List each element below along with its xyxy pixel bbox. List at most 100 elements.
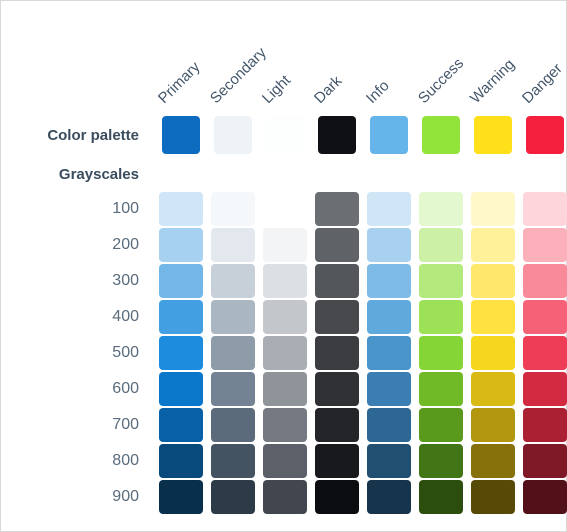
swatch <box>422 116 460 154</box>
scale-swatch-light-200 <box>261 227 309 263</box>
swatch <box>471 408 515 442</box>
swatch <box>370 116 408 154</box>
swatch <box>419 336 463 370</box>
scale-swatch-light-400 <box>261 299 309 335</box>
swatch <box>471 264 515 298</box>
column-header-label: Primary <box>155 58 204 107</box>
swatch <box>367 336 411 370</box>
scale-label-900: 900 <box>1 479 153 515</box>
swatch <box>419 264 463 298</box>
swatch <box>419 192 463 226</box>
column-header-info: Info <box>365 17 413 113</box>
swatch <box>318 116 356 154</box>
header-corner <box>1 17 153 113</box>
grayscale-heading: Grayscales <box>1 157 153 191</box>
scale-swatch-secondary-100 <box>209 191 257 227</box>
swatch <box>315 480 359 514</box>
scale-swatch-secondary-800 <box>209 443 257 479</box>
swatch <box>367 480 411 514</box>
swatch <box>523 408 567 442</box>
scale-swatch-secondary-600 <box>209 371 257 407</box>
scale-swatch-primary-700 <box>157 407 205 443</box>
scale-swatch-warning-700 <box>469 407 517 443</box>
scale-swatch-light-800 <box>261 443 309 479</box>
swatch <box>471 336 515 370</box>
scale-swatch-light-600 <box>261 371 309 407</box>
swatch <box>315 300 359 334</box>
scale-swatch-info-800 <box>365 443 413 479</box>
scale-swatch-success-700 <box>417 407 465 443</box>
swatch <box>159 264 203 298</box>
swatch <box>315 264 359 298</box>
scale-swatch-primary-900 <box>157 479 205 515</box>
swatch <box>471 192 515 226</box>
swatch <box>419 228 463 262</box>
swatch <box>471 300 515 334</box>
scale-swatch-danger-700 <box>521 407 567 443</box>
swatch <box>266 116 304 154</box>
column-header-label: Info <box>363 77 393 107</box>
swatch <box>419 372 463 406</box>
scale-swatch-secondary-200 <box>209 227 257 263</box>
grayscale-head-spacer <box>157 157 205 191</box>
scale-swatch-danger-600 <box>521 371 567 407</box>
scale-swatch-danger-300 <box>521 263 567 299</box>
scale-swatch-light-700 <box>261 407 309 443</box>
scale-swatch-warning-900 <box>469 479 517 515</box>
scale-swatch-info-500 <box>365 335 413 371</box>
swatch <box>471 480 515 514</box>
palette-swatch-success <box>417 113 465 157</box>
scale-swatch-info-900 <box>365 479 413 515</box>
swatch <box>263 228 307 262</box>
swatch <box>263 444 307 478</box>
swatch <box>315 228 359 262</box>
scale-swatch-dark-900 <box>313 479 361 515</box>
swatch <box>315 408 359 442</box>
scale-swatch-info-300 <box>365 263 413 299</box>
swatch <box>211 336 255 370</box>
grayscale-head-spacer <box>469 157 517 191</box>
swatch <box>263 300 307 334</box>
scale-swatch-warning-600 <box>469 371 517 407</box>
palette-swatch-warning <box>469 113 517 157</box>
scale-label-200: 200 <box>1 227 153 263</box>
palette-frame: PrimarySecondaryLightDarkInfoSuccessWarn… <box>0 0 567 532</box>
swatch <box>367 192 411 226</box>
scale-swatch-light-100 <box>261 191 309 227</box>
scale-swatch-primary-600 <box>157 371 205 407</box>
column-header-dark: Dark <box>313 17 361 113</box>
column-header-label: Dark <box>311 73 345 107</box>
swatch <box>159 192 203 226</box>
scale-swatch-light-300 <box>261 263 309 299</box>
scale-swatch-success-400 <box>417 299 465 335</box>
scale-swatch-info-400 <box>365 299 413 335</box>
swatch <box>211 372 255 406</box>
scale-swatch-danger-200 <box>521 227 567 263</box>
swatch <box>315 192 359 226</box>
swatch <box>419 408 463 442</box>
swatch <box>159 408 203 442</box>
swatch <box>471 372 515 406</box>
scale-label-600: 600 <box>1 371 153 407</box>
scale-swatch-primary-800 <box>157 443 205 479</box>
swatch <box>523 228 567 262</box>
swatch <box>523 444 567 478</box>
swatch <box>367 372 411 406</box>
column-header-success: Success <box>417 17 465 113</box>
swatch <box>471 444 515 478</box>
swatch <box>367 300 411 334</box>
grayscale-head-spacer <box>365 157 413 191</box>
column-header-label: Warning <box>467 56 518 107</box>
swatch <box>162 116 200 154</box>
scale-swatch-info-100 <box>365 191 413 227</box>
swatch <box>159 480 203 514</box>
swatch <box>159 228 203 262</box>
column-header-danger: Danger <box>521 17 567 113</box>
swatch <box>315 336 359 370</box>
scale-label-500: 500 <box>1 335 153 371</box>
swatch <box>211 444 255 478</box>
swatch <box>315 372 359 406</box>
column-header-primary: Primary <box>157 17 205 113</box>
swatch <box>523 192 567 226</box>
swatch <box>263 336 307 370</box>
